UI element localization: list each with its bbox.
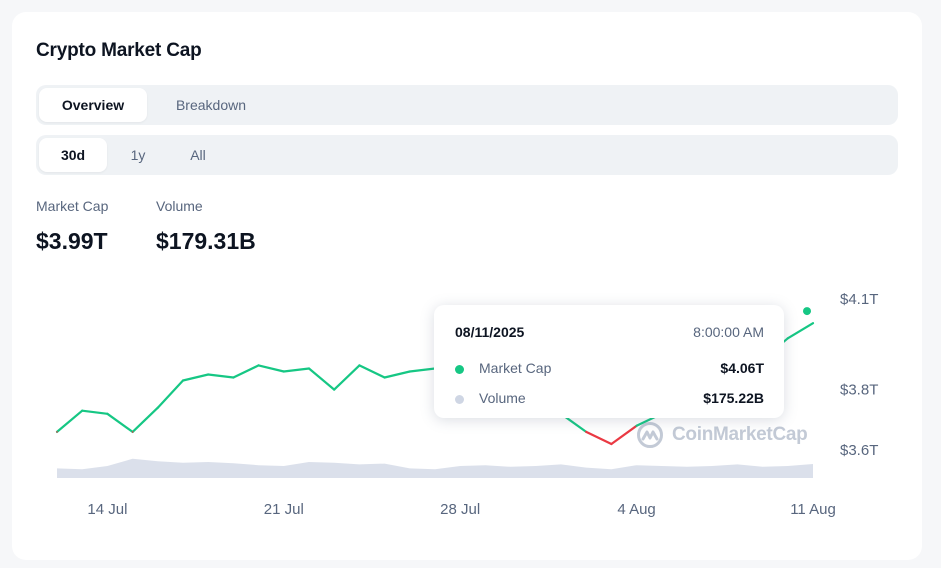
y-tick-label: $4.1T (840, 291, 878, 308)
market-cap-line-segment (333, 364, 361, 391)
x-axis-ticks: 14 Jul 21 Jul 28 Jul 4 Aug 11 Aug (87, 501, 835, 518)
range-tabs: 30d 1y All (36, 135, 898, 175)
tab-overview[interactable]: Overview (39, 88, 147, 122)
market-cap-point (308, 367, 310, 370)
market-cap-line-segment (408, 367, 437, 373)
market-cap-line-segment (358, 364, 386, 379)
market-cap-value: $3.99T (36, 228, 108, 254)
volume-label: Volume (156, 198, 203, 214)
market-cap-line-segment (181, 373, 210, 382)
x-tick-label: 4 Aug (617, 501, 655, 518)
market-cap-point (585, 431, 587, 433)
market-cap-line-segment (282, 367, 311, 373)
tooltip-market-cap-label: Market Cap (479, 360, 552, 376)
market-cap-line-segment (257, 364, 285, 373)
market-cap-point (131, 431, 134, 433)
card-title: Crypto Market Cap (36, 40, 202, 61)
market-cap-point (787, 337, 789, 340)
tooltip-volume-row: Volume $175.22B (455, 390, 764, 410)
market-cap-line-segment (106, 412, 134, 433)
market-cap-dot-icon (455, 365, 464, 374)
tooltip-date: 08/11/2025 (455, 324, 525, 340)
tab-breakdown[interactable]: Breakdown (175, 97, 247, 113)
y-tick-label: $3.8T (840, 382, 878, 399)
market-cap-line-segment (156, 379, 185, 409)
volume-dot-icon (455, 395, 464, 404)
market-cap-point (283, 370, 285, 373)
market-cap-point (383, 376, 386, 379)
market-cap-label: Market Cap (36, 198, 109, 214)
tooltip-time: 8:00:00 AM (693, 324, 764, 340)
tab-range-1y[interactable]: 1y (130, 147, 146, 163)
volume-area (57, 458, 813, 478)
tooltip-volume-label: Volume (479, 390, 526, 406)
market-cap-line-segment (307, 367, 336, 391)
market-cap-point (106, 413, 109, 415)
x-tick-label: 28 Jul (440, 501, 480, 518)
market-cap-point (257, 364, 260, 367)
volume-area-layer (57, 458, 813, 478)
market-cap-line-segment (207, 373, 235, 379)
market-cap-line-segment (232, 364, 260, 379)
market-cap-line-segment (81, 409, 109, 415)
tab-range-30d[interactable]: 30d (39, 138, 107, 172)
marker-layer (801, 305, 813, 317)
market-cap-line-segment (383, 370, 411, 379)
x-tick-label: 14 Jul (87, 501, 127, 518)
market-cap-point (333, 388, 336, 391)
market-cap-point (409, 370, 411, 373)
y-axis-ticks: $3.6T $3.8T $4.1T (840, 291, 878, 459)
market-cap-point (610, 443, 613, 445)
market-cap-point (635, 425, 638, 427)
market-cap-point (358, 364, 361, 367)
watermark-text: CoinMarketCap (672, 424, 808, 445)
market-cap-line-segment (585, 430, 613, 446)
market-cap-point (812, 322, 814, 325)
volume-value: $179.31B (156, 228, 256, 254)
tooltip-market-cap-value: $4.06T (720, 360, 764, 376)
view-tabs: Overview Breakdown (36, 85, 898, 125)
market-cap-point (157, 406, 159, 409)
chart-tooltip: 08/11/2025 8:00:00 AM Market Cap $4.06T … (434, 305, 784, 418)
tooltip-volume-value: $175.22B (703, 390, 764, 406)
market-cap-point (207, 373, 209, 376)
market-cap-line-segment (131, 406, 159, 433)
market-cap-point (232, 376, 235, 379)
y-tick-label: $3.6T (840, 442, 878, 459)
market-cap-point (56, 431, 58, 433)
highlight-marker (803, 307, 811, 316)
tab-range-all[interactable]: All (190, 147, 206, 163)
market-cap-line-segment (55, 409, 84, 433)
market-cap-line-segment (610, 424, 638, 446)
tooltip-market-cap-row: Market Cap $4.06T (455, 360, 764, 380)
x-tick-label: 21 Jul (264, 501, 304, 518)
coinmarketcap-logo-icon (637, 422, 663, 448)
market-cap-line-segment (786, 322, 815, 340)
market-cap-point (81, 409, 83, 412)
x-tick-label: 11 Aug (790, 501, 836, 518)
market-cap-point (182, 379, 184, 382)
